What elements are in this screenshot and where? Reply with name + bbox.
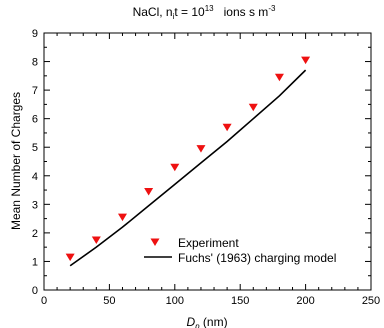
y-tick-label: 9: [32, 28, 38, 40]
experiment-point: [274, 73, 284, 82]
legend: Experiment Fuchs' (1963) charging model: [144, 236, 336, 265]
experiment-point: [65, 253, 75, 262]
x-tick-label: 0: [41, 295, 47, 307]
x-tick-label: 250: [362, 295, 380, 307]
fuchs-model-line: [69, 69, 307, 267]
title-sub: i: [173, 12, 175, 21]
x-tick-label: 50: [103, 295, 115, 307]
experiment-point: [222, 123, 232, 132]
chart-title: NaCl, nit = 1013 ions s m-3: [133, 4, 276, 21]
y-tick-label: 5: [32, 142, 38, 154]
title-sup1: 13: [205, 4, 214, 13]
x-axis-label-main: D: [186, 315, 195, 328]
title-sup2: -3: [268, 4, 276, 13]
x-axis-label-unit: (nm): [200, 315, 228, 328]
experiment-point: [170, 163, 180, 172]
series-layer: [65, 56, 311, 267]
title-prefix: NaCl, n: [133, 5, 173, 19]
legend-experiment-marker: [150, 238, 160, 246]
title-mid: t = 10: [174, 5, 205, 19]
y-tick-label: 7: [32, 85, 38, 97]
x-axis-label: Dp (nm): [186, 315, 227, 328]
x-tick-label: 150: [231, 295, 249, 307]
x-tick-label: 100: [166, 295, 184, 307]
experiment-point: [248, 103, 258, 112]
legend-model-label: Fuchs' (1963) charging model: [178, 251, 336, 265]
y-axis-label: Mean Number of Charges: [9, 92, 23, 230]
experiment-point: [91, 236, 101, 245]
title-unit: ions s m: [214, 5, 269, 19]
experiment-point: [144, 187, 154, 196]
y-tick-label: 0: [32, 285, 38, 297]
axes: 0 50 100 150 200 250 0 1 2 3 4 5 6 7 8 9: [32, 28, 380, 307]
x-axis-label-sub: p: [194, 322, 200, 328]
legend-experiment-label: Experiment: [178, 236, 239, 250]
y-tick-label: 1: [32, 256, 38, 268]
experiment-point: [301, 56, 311, 65]
y-tick-label: 8: [32, 57, 38, 69]
y-tick-label: 4: [32, 171, 38, 183]
x-tick-label: 200: [296, 295, 314, 307]
experiment-point: [117, 213, 127, 222]
y-tick-label: 2: [32, 228, 38, 240]
y-tick-label: 6: [32, 114, 38, 126]
y-tick-label: 3: [32, 199, 38, 211]
experiment-point: [196, 145, 206, 153]
